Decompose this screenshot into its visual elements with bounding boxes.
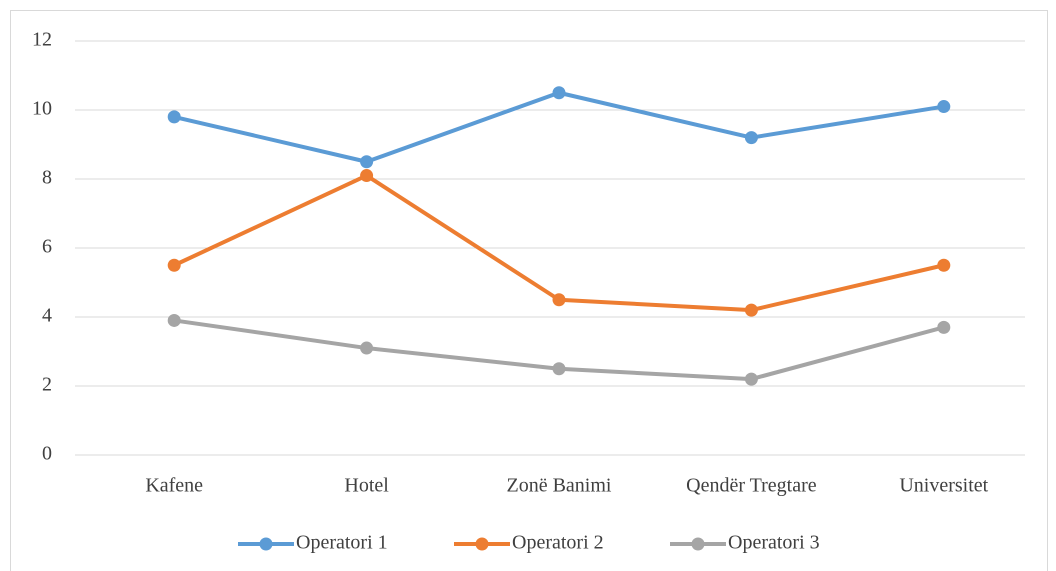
legend-marker — [259, 537, 273, 551]
data-point — [937, 100, 951, 114]
x-tick-label: Hotel — [344, 475, 389, 497]
y-tick-label: 10 — [32, 98, 52, 120]
y-tick-label: 4 — [42, 305, 52, 327]
data-point — [937, 258, 951, 272]
data-point — [167, 258, 181, 272]
legend-label: Operatori 1 — [296, 532, 388, 554]
legend-label: Operatori 3 — [728, 532, 820, 554]
data-point — [360, 169, 374, 183]
legend-marker — [475, 537, 489, 551]
y-tick-label: 12 — [32, 29, 52, 51]
data-point — [744, 372, 758, 386]
data-point — [167, 110, 181, 124]
x-tick-label: Kafene — [145, 475, 203, 497]
data-point — [937, 320, 951, 334]
data-point — [744, 303, 758, 317]
x-tick-label: Qendër Tregtare — [686, 475, 817, 497]
legend-label: Operatori 2 — [512, 532, 604, 554]
data-point — [167, 313, 181, 327]
data-point — [552, 86, 566, 100]
legend-marker — [691, 537, 705, 551]
data-point — [552, 362, 566, 376]
data-point — [552, 293, 566, 307]
y-tick-label: 0 — [42, 443, 52, 465]
data-point — [360, 341, 374, 355]
x-tick-label: Universitet — [899, 475, 988, 497]
y-tick-label: 2 — [42, 374, 52, 396]
y-tick-label: 8 — [42, 167, 52, 189]
data-point — [360, 155, 374, 169]
data-point — [744, 131, 758, 145]
x-tick-label: Zonë Banimi — [507, 475, 612, 497]
y-tick-label: 6 — [42, 236, 52, 258]
